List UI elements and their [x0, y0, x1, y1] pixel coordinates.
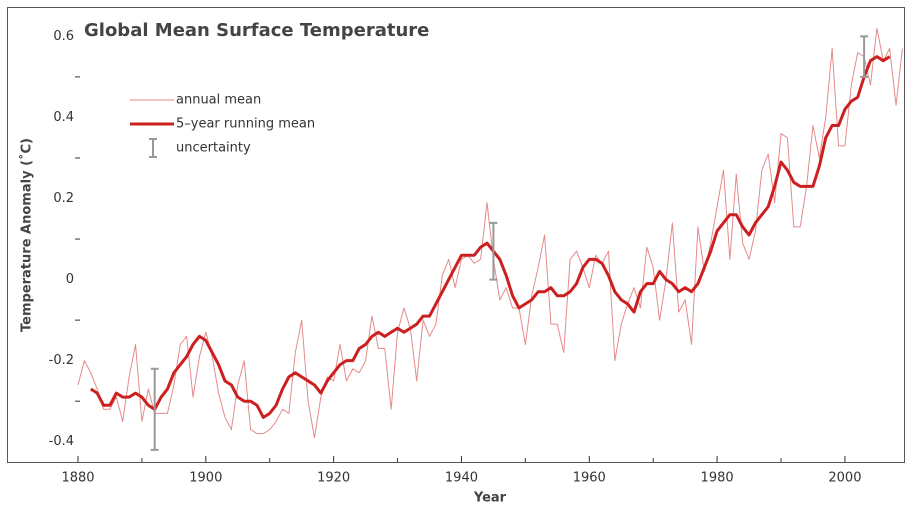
x-axis-label: Year — [473, 491, 507, 506]
x-tick-label: 1920 — [317, 471, 350, 486]
chart-title: Global Mean Surface Temperature — [84, 20, 429, 41]
x-tick-label: 1900 — [189, 471, 222, 486]
y-tick-label: 0.4 — [53, 110, 74, 125]
y-tick-label: -0.2 — [49, 353, 74, 368]
series-line — [77, 27, 903, 439]
x-tick-label: 1880 — [61, 471, 94, 486]
y-tick-label: 0.6 — [53, 29, 74, 44]
x-tick-label: 1960 — [573, 471, 606, 486]
error-bar — [860, 35, 869, 78]
y-tick-label: -0.4 — [49, 434, 74, 449]
frame — [7, 7, 905, 463]
x-tick-label: 2000 — [828, 471, 861, 486]
series-line — [89, 55, 891, 419]
y-tick-label: 0 — [66, 272, 74, 287]
y-tick-label: 0.2 — [53, 191, 74, 206]
error-bar — [150, 367, 159, 451]
legend-label: uncertainty — [176, 141, 251, 156]
legend-label: 5–year running mean — [176, 117, 315, 132]
y-axis-label: Temperature Anomaly (˚C) — [19, 138, 35, 332]
legend-swatch — [149, 138, 157, 158]
x-tick-label: 1940 — [445, 471, 478, 486]
error-bar — [489, 221, 498, 281]
legend-label: annual mean — [176, 93, 261, 108]
x-tick-label: 1980 — [701, 471, 734, 486]
